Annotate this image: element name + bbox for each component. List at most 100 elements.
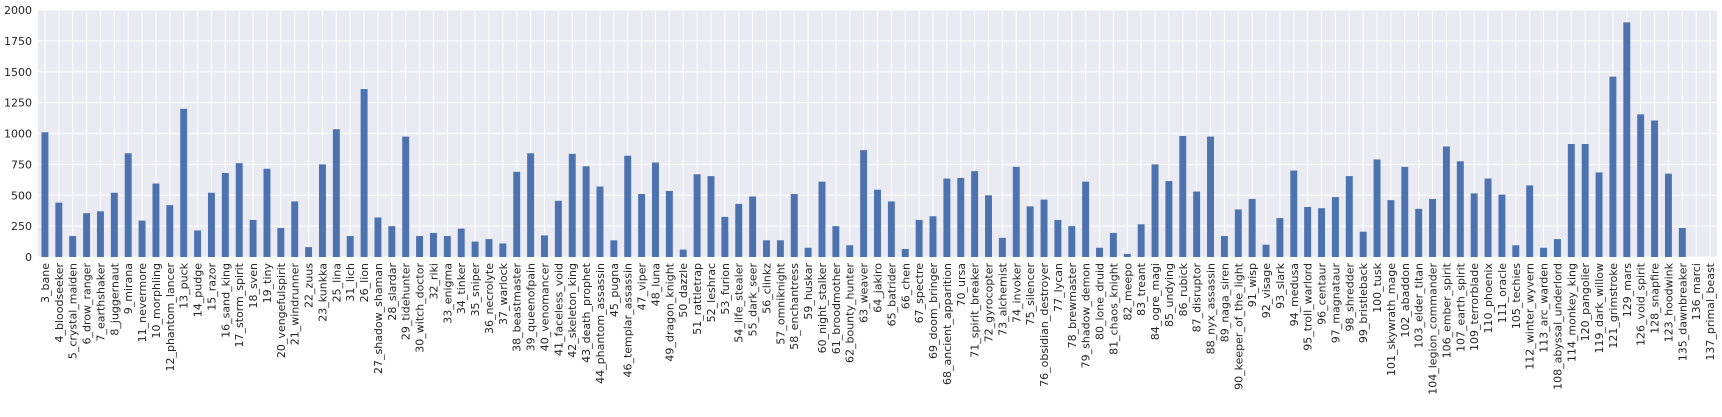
bar (915, 219, 923, 257)
x-tick-label: 58_enchantress (788, 263, 801, 350)
bar (1637, 114, 1645, 257)
bar (1026, 206, 1034, 257)
x-tick-label: 119_dark_willow (1593, 263, 1606, 354)
bar (998, 237, 1006, 257)
x-tick-label: 126_void_spirit (1635, 262, 1648, 346)
bar (596, 186, 604, 257)
bar (235, 163, 243, 257)
bar (374, 217, 382, 257)
bar (1664, 173, 1672, 257)
bar (804, 247, 812, 257)
x-tick-label: 113_arc_warden (1538, 263, 1551, 353)
y-tick-label: 2000 (4, 4, 32, 17)
x-tick-label: 25_lina (330, 263, 343, 302)
x-tick-label: 123_hoodwink (1662, 262, 1675, 342)
x-tick-label: 8_juggernaut (108, 262, 121, 335)
bar (1207, 136, 1214, 257)
bar (901, 248, 909, 257)
x-tick-label: 54_life_stealer (733, 263, 746, 343)
x-tick-label: 35_sniper (469, 263, 482, 317)
x-tick-label: 135_dawnbreaker (1676, 263, 1689, 362)
x-tick-label: 80_lone_druid (1094, 263, 1107, 340)
x-tick-label: 97_magnataur (1329, 263, 1342, 344)
x-tick-label: 114_monkey_king (1565, 263, 1578, 362)
x-tick-label: 45_pugna (608, 263, 621, 317)
x-tick-label: 82_meepo (1121, 263, 1134, 321)
bar (707, 176, 715, 257)
x-tick-label: 64_jakiro (872, 263, 885, 313)
bar (541, 235, 548, 257)
x-tick-label: 23_kunkka (316, 263, 329, 322)
x-tick-label: 70_ursa (955, 263, 968, 306)
x-tick-label: 15_razor (205, 263, 218, 311)
bar (1553, 239, 1561, 257)
bar (832, 226, 840, 257)
bar (513, 171, 521, 257)
x-tick-label: 48_luna (649, 263, 662, 306)
x-tick-label: 13_puck (178, 262, 191, 308)
x-tick-label: 110_phoenix (1482, 263, 1495, 334)
x-tick-label: 10_morphling (150, 263, 163, 339)
bar (721, 216, 729, 257)
x-tick-label: 89_naga_siren (1218, 263, 1231, 342)
x-tick-label: 84_ogre_magi (1149, 263, 1162, 340)
bar (443, 236, 451, 257)
bar (1373, 159, 1381, 257)
bar (1581, 143, 1589, 257)
bar (1290, 170, 1298, 257)
y-tick-label: 750 (11, 158, 32, 171)
bar (180, 108, 188, 257)
bar (1012, 166, 1020, 257)
bar (388, 226, 396, 257)
x-tick-label: 59_huskar (802, 263, 815, 320)
x-tick-label: 94_medusa (1288, 263, 1301, 326)
x-tick-label: 69_doom_bringer (927, 263, 940, 359)
x-tick-label: 40_venomancer (538, 263, 551, 352)
x-tick-label: 53_furion (719, 263, 732, 315)
x-tick-label: 31_lich (344, 263, 357, 302)
x-tick-label: 41_faceless_void (552, 263, 565, 356)
x-tick-label: 29_tidehunter (400, 263, 413, 341)
bar (1623, 22, 1631, 257)
x-tick-label: 90_keeper_of_the_light (1232, 262, 1245, 390)
x-tick-label: 57_omniknight (774, 262, 787, 344)
bar (527, 153, 535, 257)
bar (360, 89, 368, 257)
x-tick-label: 33_enigma (441, 263, 454, 324)
x-tick-label: 34_tinker (455, 263, 468, 315)
x-tick-label: 16_sand_king (219, 263, 232, 338)
y-tick-label: 1000 (4, 128, 32, 141)
x-tick-label: 99_bristleback (1357, 262, 1370, 343)
x-axis-ticks: 3_bane 4_bloodseeker 5_crystal_maiden 6_dro… (39, 262, 1717, 394)
bar (1512, 245, 1520, 257)
x-tick-label: 104_legion_commander (1427, 263, 1440, 395)
bar (1359, 231, 1367, 257)
bar (1179, 135, 1187, 257)
x-tick-label: 9_mirana (122, 263, 135, 314)
x-tick-label: 101_skywrath_mage (1385, 263, 1398, 376)
x-tick-label: 76_obsidian_destroyer (1038, 263, 1051, 387)
x-tick-label: 93_slark (1274, 262, 1287, 309)
x-tick-label: 112_winter_wyvern (1524, 263, 1537, 370)
bar (1387, 200, 1395, 257)
x-tick-label: 21_windrunner (289, 263, 302, 346)
bar (1567, 143, 1575, 257)
x-tick-label: 5_crystal_maiden (67, 263, 80, 359)
bar (665, 190, 673, 257)
bar (110, 192, 118, 257)
bar (1345, 176, 1353, 257)
bar (846, 245, 854, 257)
bar (291, 201, 299, 257)
x-tick-label: 63_weaver (858, 263, 871, 323)
x-tick-label: 3_bane (39, 263, 52, 303)
bar (860, 150, 868, 257)
bar (638, 194, 646, 257)
x-tick-label: 121_grimstroke (1607, 263, 1620, 349)
x-tick-label: 137_primal_beast (1704, 262, 1717, 360)
bar (1526, 185, 1534, 257)
bar (416, 236, 424, 257)
bar (277, 227, 285, 257)
bar (152, 183, 160, 257)
bar (249, 219, 257, 257)
bar (166, 205, 174, 257)
